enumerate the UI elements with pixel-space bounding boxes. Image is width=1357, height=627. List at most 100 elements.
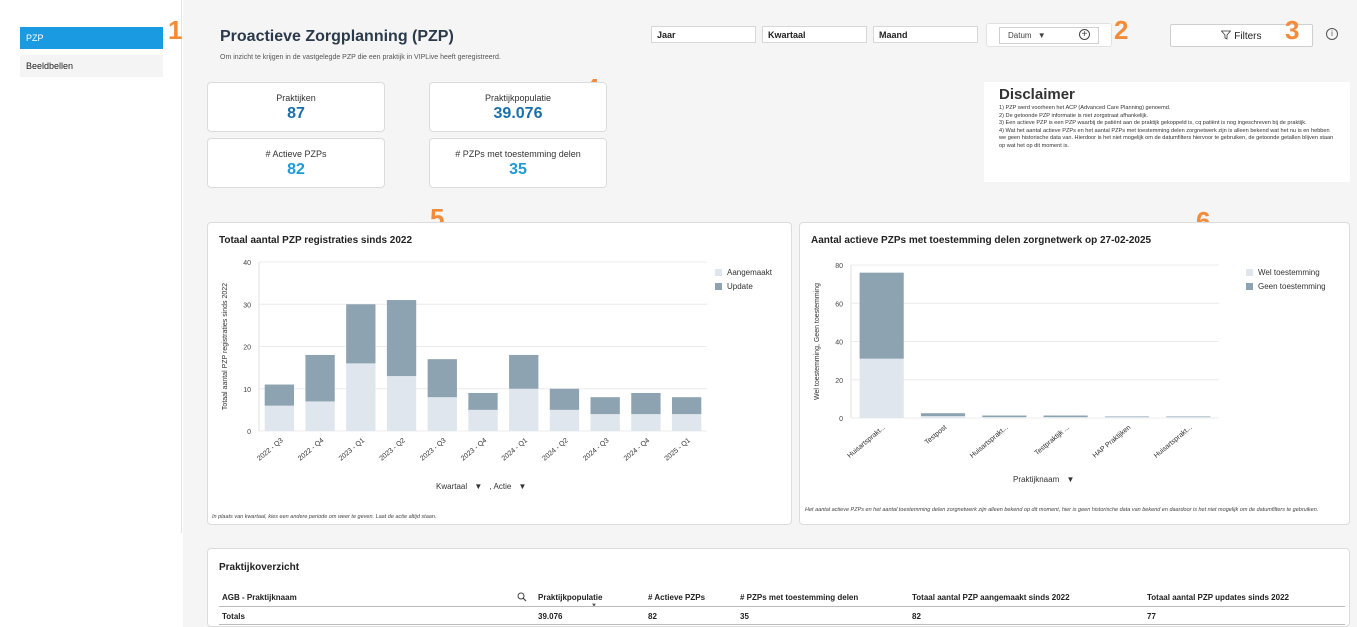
kpi-actieve-pzps: # Actieve PZPs 82 bbox=[207, 138, 385, 188]
chart-registraties-xcontrol[interactable]: Kwartaal ▼ , Actie ▼ bbox=[436, 482, 526, 491]
x-tick-label: Huisartsprakt... bbox=[969, 424, 1010, 460]
search-icon[interactable] bbox=[517, 592, 527, 602]
y-tick-label: 20 bbox=[835, 378, 843, 385]
bar-geen-toestemming bbox=[1104, 416, 1150, 418]
info-icon[interactable]: i bbox=[1326, 28, 1338, 40]
filter-maand[interactable]: Maand bbox=[873, 26, 978, 43]
totals-cell: Totals bbox=[222, 612, 245, 621]
bar-geen-toestemming bbox=[1166, 416, 1211, 418]
bar-update bbox=[671, 397, 702, 415]
chart-toestemming-xcontrol[interactable]: Praktijknaam ▼ bbox=[1013, 475, 1074, 484]
caret-down-icon: ▼ bbox=[474, 482, 483, 491]
bar-wel-toestemming bbox=[1166, 417, 1211, 418]
legend-label: Geen toestemming bbox=[1258, 282, 1326, 291]
bar-wel-toestemming bbox=[982, 417, 1027, 418]
bar-aangemaakt bbox=[386, 376, 417, 431]
bar-aangemaakt bbox=[468, 409, 498, 431]
kpi-value: 87 bbox=[287, 105, 305, 122]
column-header[interactable]: AGB - Praktijknaam bbox=[222, 593, 297, 602]
bar-aangemaakt bbox=[346, 363, 376, 431]
y-tick-label: 30 bbox=[243, 302, 251, 309]
chart-toestemming-footnote: Het aantal actieve PZPs en het aantal to… bbox=[805, 507, 1319, 513]
bar-update bbox=[468, 392, 498, 410]
totals-cell: 39.076 bbox=[538, 612, 563, 621]
legend-wel-toestemming[interactable]: Wel toestemming bbox=[1246, 268, 1320, 277]
kpi-praktijkpopulatie: Praktijkpopulatie 39.076 bbox=[429, 82, 607, 132]
disclaimer-line: 1) PZP werd voorheen het ACP (Advanced C… bbox=[999, 105, 1171, 111]
y-tick-label: 20 bbox=[243, 345, 251, 352]
bar-aangemaakt bbox=[549, 409, 580, 431]
y-tick-label: 60 bbox=[835, 301, 843, 308]
kpi-value: 39.076 bbox=[493, 105, 543, 122]
x-tick-label: 2024 - Q1 bbox=[501, 437, 529, 462]
disclaimer-title: Disclaimer bbox=[999, 86, 1075, 103]
sidebar-item-pzp[interactable]: PZP bbox=[20, 27, 163, 49]
bar-aangemaakt bbox=[264, 405, 295, 431]
y-tick-label: 0 bbox=[247, 429, 251, 436]
y-tick-label: 40 bbox=[835, 340, 843, 347]
legend-aangemaakt[interactable]: Aangemaakt bbox=[715, 268, 772, 277]
legend-swatch bbox=[715, 283, 722, 290]
datum-control: Datum ▼ + bbox=[986, 23, 1112, 47]
page-title: Proactieve Zorgplanning (PZP) bbox=[220, 28, 454, 45]
column-header[interactable]: Totaal aantal PZP updates sinds 2022 bbox=[1147, 593, 1289, 602]
bar-aangemaakt bbox=[671, 414, 702, 431]
marker-3: 3 bbox=[1285, 15, 1300, 45]
disclaimer-line: 2) De getoonde PZP informatie is niet zo… bbox=[999, 112, 1149, 119]
bar-update bbox=[264, 384, 295, 406]
legend-update[interactable]: Update bbox=[715, 282, 753, 291]
x-tick-label: 2024 - Q3 bbox=[582, 437, 610, 462]
marker-1: 1 bbox=[168, 15, 183, 45]
totals-cell: 82 bbox=[648, 612, 657, 621]
column-header[interactable]: # Actieve PZPs bbox=[648, 593, 706, 602]
bar-aangemaakt bbox=[509, 388, 539, 431]
column-header[interactable]: Totaal aantal PZP aangemaakt sinds 2022 bbox=[912, 593, 1070, 602]
bar-wel-toestemming bbox=[1043, 417, 1088, 418]
filters-button[interactable]: Filters bbox=[1170, 24, 1313, 47]
kpi-label: Praktijkpopulatie bbox=[484, 93, 552, 103]
bar-geen-toestemming bbox=[1043, 415, 1088, 418]
sidebar: PZP Beeldbellen bbox=[0, 0, 182, 533]
x-tick-label: HAP Praktijken bbox=[1092, 424, 1133, 460]
x-tick-label: 2023 - Q1 bbox=[338, 437, 366, 462]
y-tick-label: 80 bbox=[835, 263, 843, 270]
x-tick-label: 2024 - Q2 bbox=[541, 437, 569, 462]
filter-kwartaal[interactable]: Kwartaal bbox=[762, 26, 867, 43]
plus-circle-icon[interactable]: + bbox=[1079, 29, 1090, 40]
datum-dropdown[interactable]: Datum ▼ + bbox=[999, 27, 1099, 44]
y-axis-label: Wel toestemming, Geen toestemming bbox=[814, 283, 821, 400]
bar-aangemaakt bbox=[631, 414, 661, 431]
legend-label: Update bbox=[727, 282, 753, 291]
chart-toestemming-card bbox=[799, 222, 1350, 525]
kpi-label: Praktijken bbox=[276, 93, 316, 103]
x-tick-label: Testpost bbox=[924, 424, 949, 446]
filter-icon bbox=[1221, 30, 1232, 40]
totals-cell: 77 bbox=[1147, 612, 1156, 621]
bar-update bbox=[590, 397, 620, 415]
bar-aangemaakt bbox=[427, 397, 457, 431]
legend-geen-toestemming[interactable]: Geen toestemming bbox=[1246, 282, 1326, 291]
column-header[interactable]: # PZPs met toestemming delen bbox=[740, 593, 859, 602]
disclaimer-line: 3) Een actieve PZP is een PZP waarbij de… bbox=[999, 120, 1307, 127]
disclaimer-line: 4) Wat het aantal actieve PZPs en het aa… bbox=[999, 127, 1334, 149]
legend-label: Wel toestemming bbox=[1258, 268, 1320, 277]
x-tick-label: 2025 - Q1 bbox=[664, 437, 692, 462]
page-subtitle: Om inzicht te krijgen in de vastgelegde … bbox=[220, 54, 501, 61]
filters-label: Filters bbox=[1234, 31, 1262, 42]
sidebar-item-beeldbellen[interactable]: Beeldbellen bbox=[20, 55, 163, 77]
x-tick-label: 2022 - Q3 bbox=[256, 437, 284, 462]
filter-jaar[interactable]: Jaar bbox=[651, 26, 756, 43]
bar-aangemaakt bbox=[590, 414, 620, 431]
legend-swatch bbox=[1246, 269, 1253, 276]
chart-registraties-card bbox=[207, 222, 792, 525]
x-tick-label: 2023 - Q3 bbox=[419, 437, 447, 462]
disclaimer-panel: Disclaimer 1) PZP werd voorheen het ACP … bbox=[984, 82, 1350, 182]
caret-down-icon: ▼ bbox=[518, 482, 527, 491]
x-tick-label: Testpraktijk ... bbox=[1034, 424, 1071, 457]
bar-wel-toestemming bbox=[920, 416, 966, 418]
column-header[interactable]: Praktijkpopulatie bbox=[538, 593, 603, 602]
legend-swatch bbox=[715, 269, 722, 276]
bar-update bbox=[305, 354, 335, 402]
kpi-label: # PZPs met toestemming delen bbox=[455, 149, 581, 159]
totals-cell: 82 bbox=[912, 612, 921, 621]
